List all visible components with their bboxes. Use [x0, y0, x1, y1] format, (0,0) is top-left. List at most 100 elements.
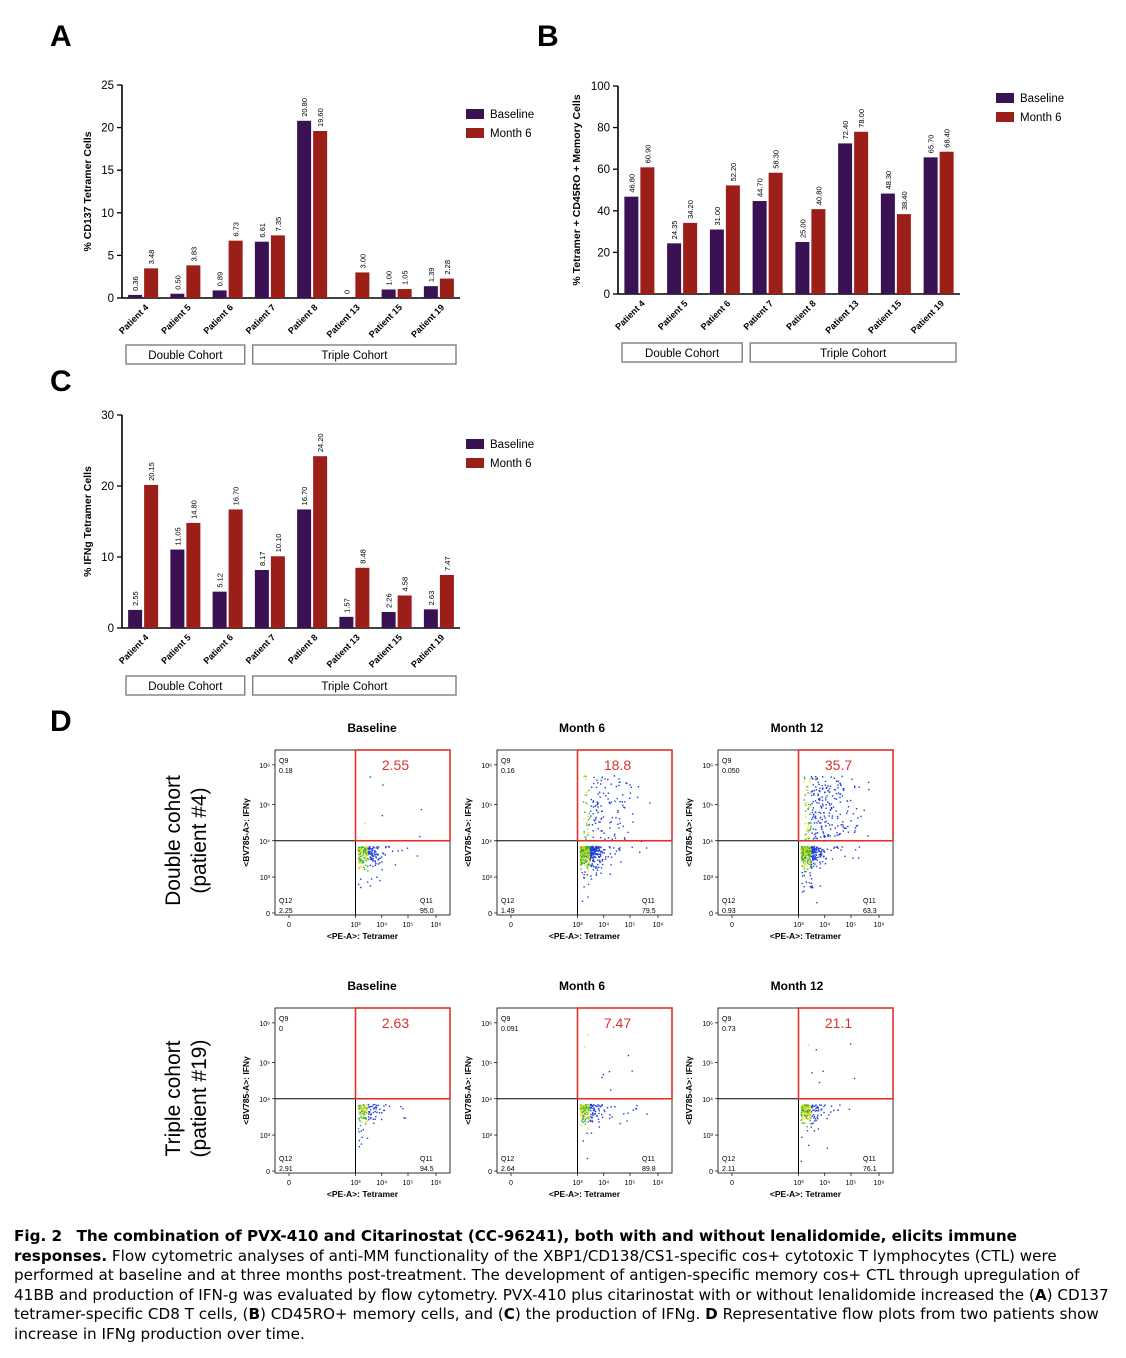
event-point [806, 1125, 808, 1128]
event-point [812, 1109, 814, 1111]
x-tick-label: 0 [509, 922, 513, 929]
event-point [802, 848, 804, 850]
event-point [807, 837, 810, 840]
event-point [820, 1104, 823, 1106]
event-point [587, 815, 589, 817]
event-point [802, 859, 804, 861]
event-point [361, 855, 363, 857]
bar-baseline [423, 609, 438, 628]
event-point [833, 847, 835, 849]
event-point [587, 1034, 589, 1036]
event-point [858, 846, 861, 848]
event-point [360, 862, 362, 864]
event-point [809, 1123, 812, 1125]
event-point [629, 784, 631, 786]
event-point [804, 1115, 807, 1117]
event-point [825, 825, 827, 827]
event-point [801, 1107, 803, 1109]
legend-label-baseline: Baseline [490, 439, 534, 451]
event-point [618, 827, 620, 829]
y-tick-label: 0 [108, 293, 114, 305]
bar-baseline [880, 193, 895, 294]
event-point [581, 1120, 583, 1122]
y-tick-label: 10⁵ [481, 802, 492, 809]
event-point [366, 846, 368, 848]
event-point [607, 856, 609, 858]
event-point [806, 1109, 808, 1111]
event-point [803, 1104, 806, 1106]
event-point [601, 1104, 603, 1107]
quadrant-value: 0.16 [501, 768, 515, 775]
event-point [358, 868, 360, 870]
event-point [589, 810, 592, 812]
plot-column-title: Month 12 [771, 979, 824, 993]
plot-column-title: Baseline [347, 979, 397, 993]
plot-frame [496, 1007, 673, 1174]
event-point [802, 852, 804, 855]
event-point [839, 813, 841, 816]
event-point [381, 869, 383, 871]
data-label: 72.40 [841, 121, 850, 140]
event-point [802, 861, 805, 864]
x-tick-label: 10⁵ [403, 1180, 414, 1187]
event-point [372, 1118, 374, 1120]
event-point [584, 864, 587, 867]
x-tick-label: 10⁶ [874, 1180, 885, 1187]
event-point [603, 832, 605, 834]
event-point [816, 859, 818, 861]
event-point [359, 849, 361, 851]
y-tick-label: 60 [597, 164, 610, 176]
event-point [377, 848, 379, 850]
x-tick-label: 10⁴ [376, 1180, 387, 1187]
gate-percentage: 21.1 [825, 1015, 852, 1031]
quadrant-value: 2.91 [279, 1166, 293, 1173]
event-point [594, 1113, 596, 1116]
event-point [585, 1113, 587, 1115]
event-point [587, 863, 589, 865]
event-point [624, 838, 626, 841]
event-point [802, 1105, 804, 1107]
data-label: 3.48 [147, 250, 156, 265]
event-point [587, 834, 589, 836]
y-tick-label: 15 [101, 165, 114, 177]
bar-month6 [939, 151, 954, 294]
event-point [358, 850, 360, 852]
gate-q10 [576, 749, 673, 842]
event-point [596, 809, 598, 812]
event-point [818, 798, 820, 800]
data-label: 78.00 [857, 109, 866, 128]
bar-month6 [811, 209, 826, 294]
bar-baseline [212, 591, 227, 628]
event-point [586, 850, 588, 853]
event-point [585, 1107, 587, 1109]
event-point [856, 824, 859, 827]
bar-baseline [838, 143, 853, 294]
event-point [803, 780, 806, 783]
gate-percentage: 7.47 [604, 1015, 631, 1031]
event-point [582, 1110, 585, 1113]
event-point [359, 1111, 362, 1114]
event-point [842, 824, 844, 826]
event-point [587, 883, 590, 886]
event-point [581, 863, 583, 865]
event-point [582, 801, 585, 803]
bar-month6 [640, 167, 655, 294]
x-tick-label: 0 [730, 922, 734, 929]
event-point [383, 1105, 385, 1107]
event-point [589, 1120, 592, 1123]
event-point [808, 845, 810, 848]
y-tick-label: 10⁵ [481, 1060, 492, 1067]
bar-month6 [854, 131, 869, 294]
y-tick-label: 10⁵ [259, 802, 270, 809]
event-point [812, 887, 814, 889]
event-point [622, 804, 624, 807]
y-tick-label: 0 [488, 1169, 492, 1176]
quadrant-label: Q9 [722, 1016, 731, 1023]
event-point [593, 866, 595, 868]
event-point [807, 789, 809, 791]
event-point [602, 852, 604, 854]
event-point [591, 1121, 594, 1123]
event-point [614, 1106, 616, 1108]
